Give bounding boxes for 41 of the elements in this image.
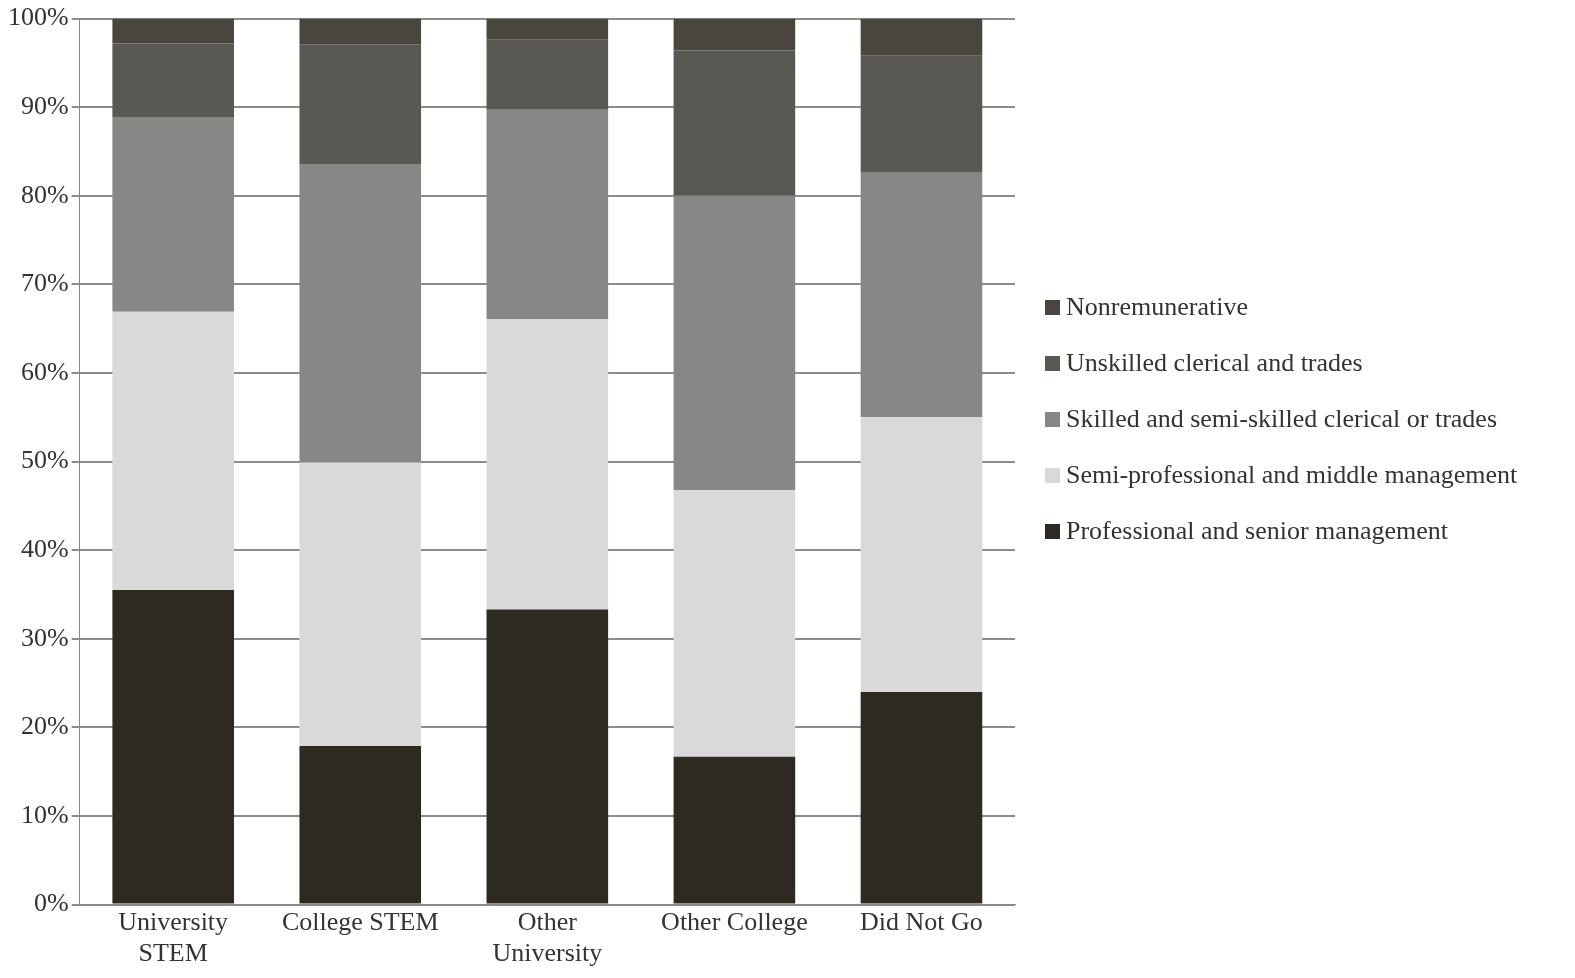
bar [486, 318, 609, 610]
y-tick-label: 0% [33, 888, 69, 918]
bar [299, 18, 422, 45]
y-tick-label: 50% [20, 445, 69, 475]
legend-label: Nonremunerative [1066, 291, 1248, 323]
bar [486, 39, 609, 110]
y-tick-label: 70% [20, 268, 69, 298]
x-tick-label: Other University [492, 907, 603, 968]
bar [673, 489, 796, 757]
y-tick-label: 40% [20, 534, 69, 564]
bar [673, 18, 796, 51]
bar [299, 462, 422, 747]
legend-label: Skilled and semi-skilled clerical or trades [1066, 403, 1498, 435]
bar [673, 50, 796, 196]
y-tick-label: 10% [20, 799, 69, 829]
x-tick-label: Other College [661, 907, 808, 937]
bar [860, 691, 983, 904]
bar [112, 590, 234, 904]
bar [112, 18, 234, 44]
bar [673, 756, 796, 904]
bar [299, 746, 422, 904]
bar [299, 44, 422, 164]
y-tick-label: 30% [20, 622, 69, 652]
y-tick-label: 100% [7, 2, 69, 32]
y-tick-label: 80% [20, 179, 69, 209]
legend-label: Professional and senior management [1066, 515, 1448, 547]
y-tick-label: 20% [20, 711, 69, 741]
bar [860, 55, 983, 173]
bar [112, 311, 234, 591]
x-tick-label: University STEM [118, 907, 229, 968]
bar [860, 18, 983, 56]
x-tick-label: Did Not Go [860, 907, 983, 937]
bar [112, 43, 234, 117]
legend-label: Semi-professional and middle management [1066, 459, 1518, 491]
x-tick-label: College STEM [281, 907, 439, 937]
bar [486, 18, 609, 40]
bar [860, 417, 983, 692]
bar [486, 609, 609, 904]
y-tick-label: 60% [20, 356, 69, 386]
y-tick-label: 90% [20, 91, 69, 121]
legend-label: Unskilled clerical and trades [1066, 347, 1363, 379]
